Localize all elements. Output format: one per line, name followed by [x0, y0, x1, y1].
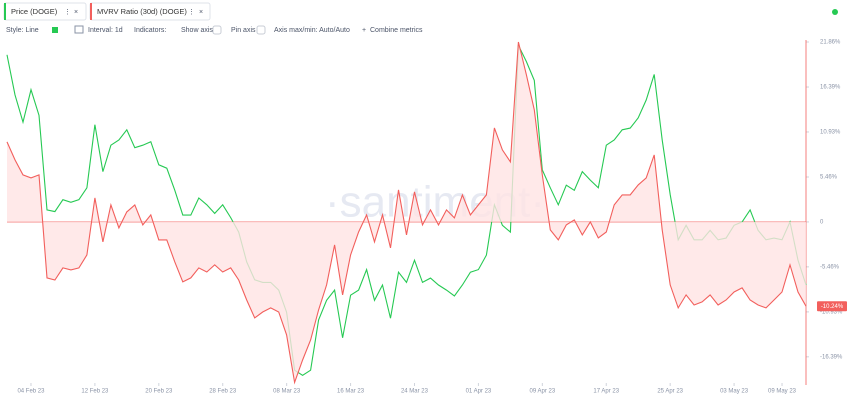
- axis-minmax[interactable]: Axis max/min: Auto/Auto: [274, 27, 350, 34]
- tab-menu[interactable]: ⋮: [188, 9, 195, 16]
- x-tick-label: 12 Feb 23: [81, 389, 109, 395]
- x-tick-label: 17 Apr 23: [593, 389, 619, 395]
- y-tick-label: 16.39%: [820, 85, 841, 91]
- price-tab-label: Price (DOGE): [11, 7, 58, 16]
- y-tick-label: -16.39%: [820, 354, 843, 360]
- show-axis[interactable]: Show axis: [181, 27, 213, 34]
- x-tick-label: 20 Feb 23: [145, 389, 173, 395]
- y-tick-label: 5.46%: [820, 175, 838, 181]
- x-tick-label: 28 Feb 23: [209, 389, 237, 395]
- status-dot: [832, 9, 838, 15]
- area: [7, 42, 806, 383]
- mvrv-tab-label: MVRV Ratio (30d) (DOGE): [97, 7, 187, 16]
- tab-close[interactable]: ×: [74, 9, 78, 16]
- tab-menu[interactable]: ⋮: [64, 9, 71, 16]
- interval-select[interactable]: Interval: 1d: [88, 27, 123, 34]
- x-tick-label: 04 Feb 23: [17, 389, 45, 395]
- y-tick-label: -5.46%: [820, 264, 840, 270]
- combine-metrics[interactable]: Combine metrics: [370, 27, 423, 34]
- x-tick-label: 03 May 23: [720, 389, 749, 395]
- line: [6, 45, 807, 376]
- x-tick-label: 09 Apr 23: [529, 389, 555, 395]
- x-tick-label: 24 Mar 23: [401, 389, 429, 395]
- value-badge: [817, 301, 847, 312]
- mvrv-tab-accent: [90, 3, 92, 20]
- add-icon: +: [362, 27, 366, 34]
- x-tick-label: 09 May 23: [768, 389, 797, 395]
- y-tick-label: 0: [820, 220, 824, 226]
- color-swatch[interactable]: [52, 27, 58, 33]
- pin-axis[interactable]: Pin axis: [231, 27, 256, 34]
- y-tick-label: 21.86%: [820, 40, 841, 46]
- value-badge-label: -10.24%: [821, 304, 844, 310]
- y-tick-label: -10.93%: [820, 309, 843, 315]
- indicators-select[interactable]: Indicators:: [134, 27, 166, 34]
- checkbox[interactable]: [212, 25, 222, 35]
- x-tick-label: 01 Apr 23: [466, 389, 492, 395]
- x-tick-label: 08 Mar 23: [273, 389, 301, 395]
- style-select[interactable]: Style: Line: [6, 27, 39, 34]
- checkbox[interactable]: [256, 25, 266, 35]
- calendar-icon: [74, 25, 84, 34]
- price-tab-accent: [4, 3, 6, 20]
- y-tick-label: 10.93%: [820, 130, 841, 136]
- x-tick-label: 16 Mar 23: [337, 389, 365, 395]
- x-tick-label: 25 Apr 23: [657, 389, 683, 395]
- line: [6, 41, 807, 385]
- tab-close[interactable]: ×: [199, 9, 203, 16]
